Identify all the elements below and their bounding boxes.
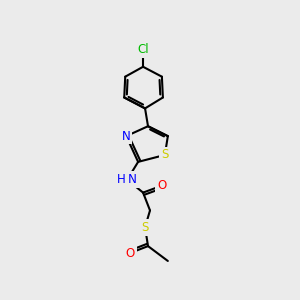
Text: S: S (141, 221, 149, 234)
Text: N: N (122, 130, 130, 142)
Text: S: S (161, 148, 169, 161)
Text: H N: H N (117, 173, 137, 186)
Text: O: O (157, 179, 167, 192)
Text: Cl: Cl (137, 44, 149, 56)
Text: O: O (126, 247, 135, 260)
